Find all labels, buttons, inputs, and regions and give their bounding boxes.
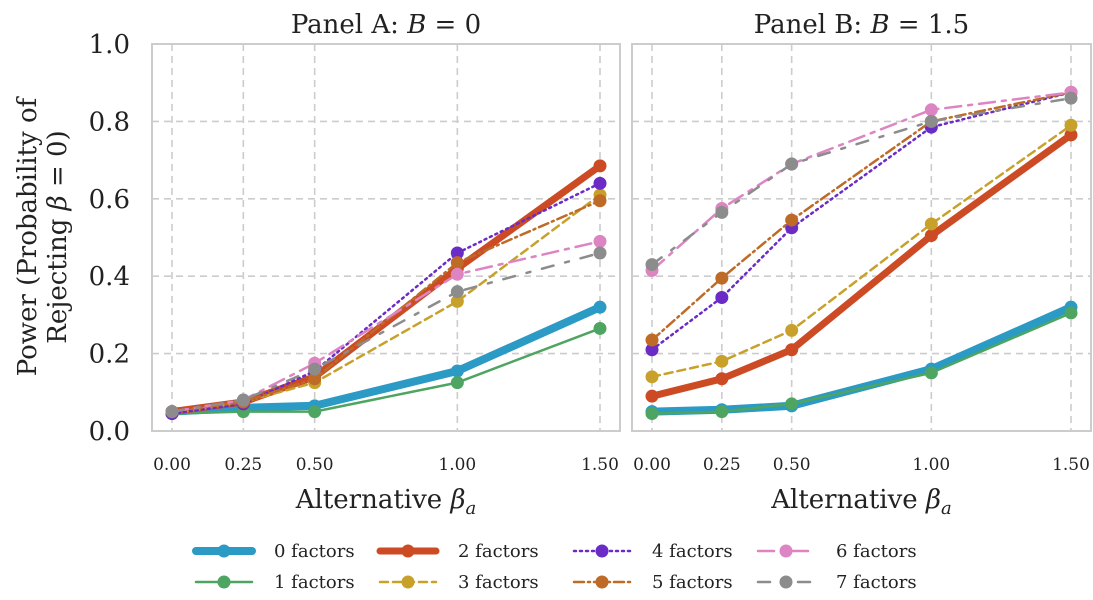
data-point	[785, 397, 799, 411]
panel-1-frame	[151, 43, 621, 432]
data-point	[645, 389, 659, 403]
data-point	[715, 354, 729, 368]
x-tick-label: 0.25	[703, 455, 741, 475]
data-point	[715, 405, 729, 419]
data-point	[450, 256, 464, 270]
y-tick-label: 0.6	[89, 185, 130, 215]
data-point	[924, 217, 938, 231]
x-tick-label: 0.50	[296, 455, 334, 475]
data-point	[450, 246, 464, 260]
legend-label: 2 factors	[458, 541, 539, 562]
data-point	[165, 405, 179, 419]
data-point	[645, 333, 659, 347]
data-point	[236, 393, 250, 407]
data-point	[1064, 306, 1078, 320]
data-point	[450, 376, 464, 390]
data-point	[785, 343, 799, 357]
legend-label: 0 factors	[274, 541, 355, 562]
data-point	[593, 300, 607, 314]
data-point	[645, 370, 659, 384]
data-point	[645, 407, 659, 421]
x-tick-label: 1.00	[438, 455, 476, 475]
legend-marker	[401, 544, 415, 558]
legend-marker	[779, 575, 793, 589]
y-tick-label: 1.0	[89, 30, 130, 60]
legend-marker	[779, 544, 793, 558]
legend-label: 6 factors	[836, 541, 917, 562]
legend-marker	[217, 544, 231, 558]
legend-marker	[595, 544, 609, 558]
data-point	[785, 157, 799, 171]
legend-marker	[217, 575, 231, 589]
data-point	[715, 271, 729, 285]
data-point	[450, 285, 464, 299]
data-point	[593, 159, 607, 173]
data-point	[924, 229, 938, 243]
legend-item: 7 factors	[756, 572, 917, 593]
y-tick-label: 0.8	[89, 107, 130, 137]
x-tick-label: 1.50	[1052, 455, 1090, 475]
y-axis-label-text: Power (Probability ofRejecting β = 0)	[13, 95, 73, 376]
data-point	[924, 366, 938, 380]
y-axis-label: Power (Probability ofRejecting β = 0)	[13, 95, 73, 376]
data-point	[1064, 128, 1078, 142]
data-point	[785, 323, 799, 337]
legend-item: 0 factors	[192, 541, 355, 562]
data-point	[1064, 118, 1078, 132]
data-point	[593, 321, 607, 335]
series-line-7-factors-panel-1	[170, 251, 602, 413]
data-point	[593, 194, 607, 208]
data-point	[1064, 91, 1078, 105]
data-point	[715, 290, 729, 304]
data-point	[308, 405, 322, 419]
y-tick-label: 0.2	[89, 340, 130, 370]
data-point	[450, 364, 464, 378]
x-tick-label: 0.00	[633, 455, 671, 475]
legend-marker	[595, 575, 609, 589]
legend-label: 3 factors	[458, 572, 539, 593]
legend-item: 6 factors	[756, 541, 917, 562]
legend-label: 4 factors	[652, 541, 733, 562]
legend-item: 2 factors	[376, 541, 539, 562]
data-point	[593, 176, 607, 190]
legend-item: 4 factors	[572, 541, 733, 562]
y-tick-label: 0.4	[89, 262, 130, 292]
x-tick-label: 0.25	[224, 455, 262, 475]
panel-2-title: Panel B: B = 1.5	[754, 10, 969, 40]
data-point	[715, 372, 729, 386]
data-point	[924, 114, 938, 128]
data-point	[715, 205, 729, 219]
data-point	[645, 258, 659, 272]
x-axis-label-panel-1: Alternative βa	[295, 485, 476, 519]
legend-item: 3 factors	[378, 572, 539, 593]
data-point	[924, 103, 938, 117]
data-point	[308, 372, 322, 386]
data-point	[450, 267, 464, 281]
data-point	[785, 213, 799, 227]
x-tick-label: 1.00	[912, 455, 950, 475]
data-point	[593, 234, 607, 248]
legend-item: 5 factors	[572, 572, 733, 593]
x-tick-label: 0.50	[773, 455, 811, 475]
data-point	[593, 246, 607, 260]
x-axis-label-panel-2: Alternative βa	[770, 485, 951, 519]
data-point	[645, 343, 659, 357]
legend-label: 5 factors	[652, 572, 733, 593]
panel-1-title: Panel A: B = 0	[291, 10, 481, 40]
x-tick-label: 0.00	[153, 455, 191, 475]
legend-marker	[401, 575, 415, 589]
x-tick-label: 1.50	[581, 455, 619, 475]
legend-label: 7 factors	[836, 572, 917, 593]
legend-item: 1 factors	[194, 572, 355, 593]
data-point	[308, 362, 322, 376]
data-point	[450, 294, 464, 308]
y-tick-label: 0.0	[89, 417, 130, 447]
legend-label: 1 factors	[274, 572, 355, 593]
